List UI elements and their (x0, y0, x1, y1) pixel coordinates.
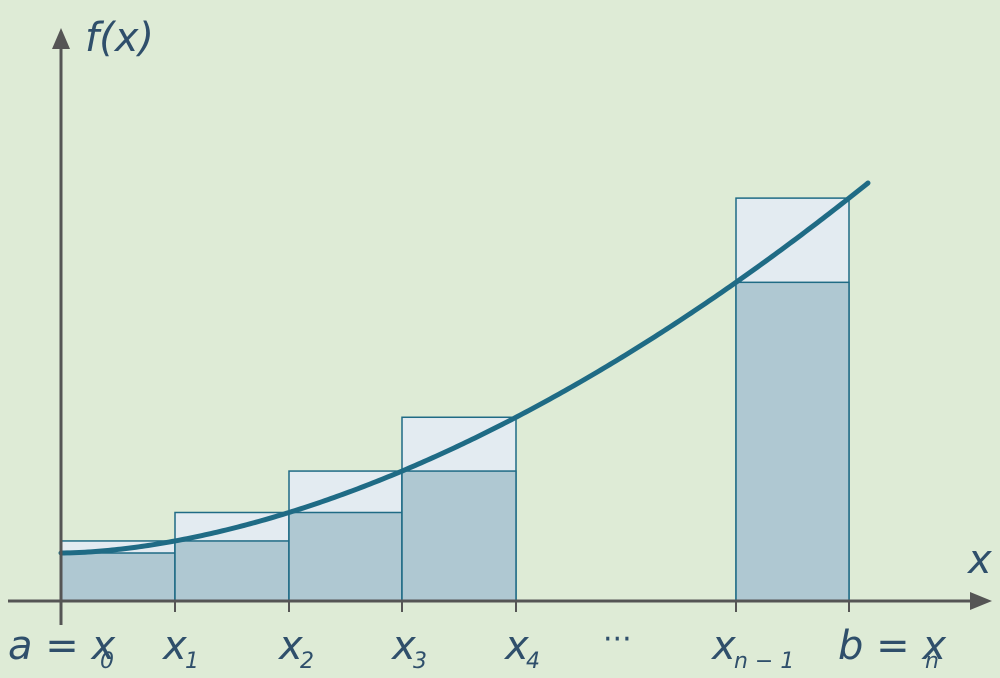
tick-label-2: x (279, 623, 303, 669)
tick-label-subscript-0: 0 (100, 649, 114, 674)
tick-label-subscript-1: 1 (185, 649, 199, 674)
x-axis-label: x (968, 537, 992, 583)
rectangles-group (60, 197, 850, 602)
tick-label-subscript-6: n (925, 649, 939, 674)
y-axis-arrowhead (52, 28, 70, 49)
tick-label-0: a = x (8, 623, 116, 669)
tick-label-3: x (392, 623, 416, 669)
tick-marks (60, 601, 850, 612)
lower-rectangle-4 (401, 470, 517, 602)
tick-label-subscript-5: n − 1 (734, 649, 795, 674)
y-axis-label: f(x) (85, 15, 154, 61)
tick-label-5: x (712, 623, 736, 669)
tick-label-6: b = x (838, 623, 947, 669)
lower-rectangle-2 (174, 540, 290, 602)
function-curve (58, 180, 871, 556)
tick-label-subscript-4: 4 (526, 649, 540, 674)
lower-rectangle-3 (288, 511, 403, 602)
lower-rectangle-1 (60, 552, 176, 602)
tick-label-1: x (163, 623, 187, 669)
lower-rectangle-5 (735, 281, 850, 602)
tick-label-subscript-2: 2 (300, 649, 314, 674)
tick-label-subscript-3: 3 (413, 649, 427, 674)
x-axis-arrowhead (970, 592, 992, 610)
tick-label-4: x (505, 623, 529, 669)
ellipsis: ··· (603, 622, 632, 657)
